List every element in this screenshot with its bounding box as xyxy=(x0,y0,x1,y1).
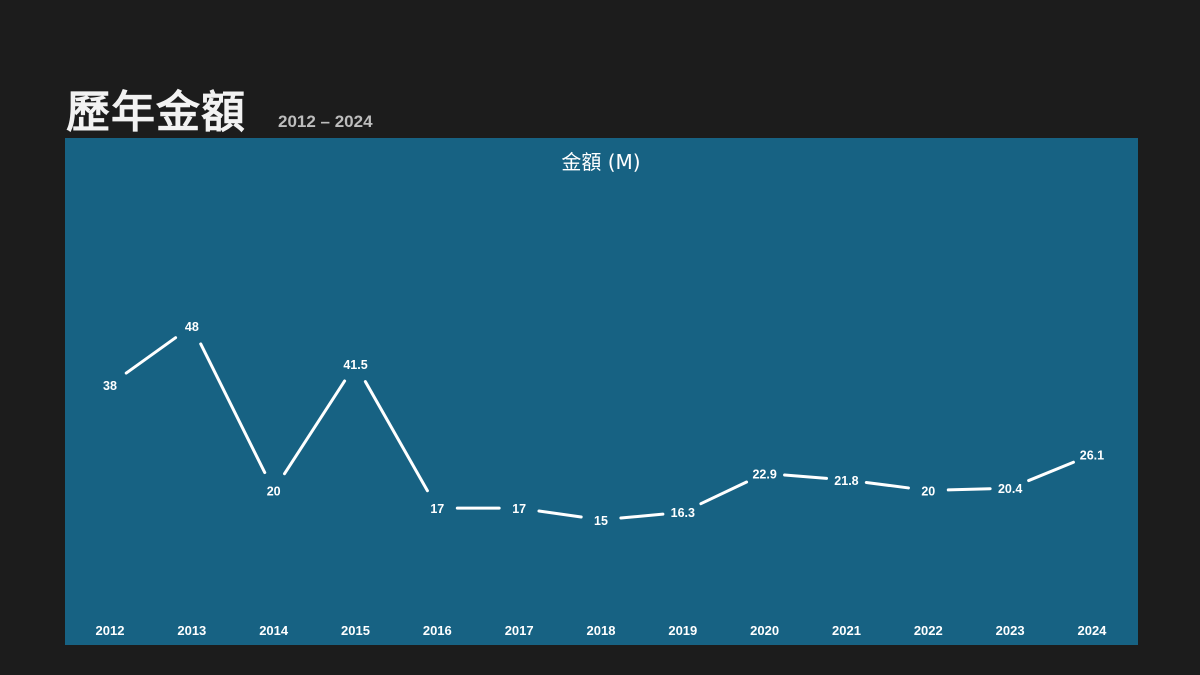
page-subtitle: 2012 – 2024 xyxy=(278,112,373,131)
x-tick-2022: 2022 xyxy=(914,623,943,638)
series-segment-2020-2021 xyxy=(783,473,829,480)
header: 歷年金額 2012 – 2024 xyxy=(66,76,373,140)
series-segment-2014-2015 xyxy=(283,379,347,476)
data-label-2015: 41.5 xyxy=(343,358,367,372)
data-label-2023: 20.4 xyxy=(998,482,1022,496)
series-segment-2022-2023 xyxy=(946,487,992,492)
x-tick-2015: 2015 xyxy=(341,623,370,638)
series-segment-2021-2022 xyxy=(864,480,910,490)
data-labels: 38 48 20 41.5 17 17 15 16.3 22.9 21.8 20 20.4 26.1 xyxy=(103,320,1104,528)
data-label-2020: 22.9 xyxy=(752,467,776,481)
series-line-group xyxy=(124,336,1075,520)
series-segment-2017-2018 xyxy=(537,509,583,519)
series-segment-2013-2014 xyxy=(199,342,267,475)
x-tick-2016: 2016 xyxy=(423,623,452,638)
x-tick-2014: 2014 xyxy=(259,623,289,638)
series-segment-2015-2016 xyxy=(363,380,429,493)
x-tick-2020: 2020 xyxy=(750,623,779,638)
x-tick-2021: 2021 xyxy=(832,623,861,638)
x-tick-2024: 2024 xyxy=(1077,623,1107,638)
x-tick-2017: 2017 xyxy=(505,623,534,638)
data-label-2014: 20 xyxy=(267,485,281,499)
data-label-2013: 48 xyxy=(185,320,199,334)
series-segment-2019-2020 xyxy=(699,480,749,506)
x-tick-2023: 2023 xyxy=(996,623,1025,638)
data-label-2012: 38 xyxy=(103,379,117,393)
page-title: 歷年金額 xyxy=(66,87,246,138)
x-axis-tick-labels: 2012 2013 2014 2015 2016 2017 2018 2019 2020 2021… xyxy=(96,623,1108,638)
data-label-2024: 26.1 xyxy=(1080,449,1104,463)
data-label-2017: 17 xyxy=(512,502,526,516)
x-tick-2013: 2013 xyxy=(177,623,206,638)
data-label-2019: 16.3 xyxy=(671,506,695,520)
data-label-2021: 21.8 xyxy=(834,474,858,488)
x-tick-2012: 2012 xyxy=(96,623,125,638)
series-segment-2018-2019 xyxy=(619,512,665,520)
chart-title: 金額 (M) xyxy=(561,150,640,174)
x-tick-2018: 2018 xyxy=(587,623,616,638)
series-segment-2012-2013 xyxy=(124,336,178,375)
data-label-2022: 20 xyxy=(921,485,935,499)
data-label-2018: 15 xyxy=(594,514,608,528)
data-label-2016: 17 xyxy=(430,502,444,516)
drop-lines xyxy=(109,338,1093,608)
chart-panel: 金額 (M) 38 48 20 41.5 17 17 15 16.3 22.9 21.8 20 20.… xyxy=(65,138,1138,645)
x-tick-2019: 2019 xyxy=(668,623,697,638)
series-segment-2023-2024 xyxy=(1027,460,1075,483)
line-chart: 金額 (M) 38 48 20 41.5 17 17 15 16.3 22.9 21.8 20 20.… xyxy=(96,150,1108,638)
